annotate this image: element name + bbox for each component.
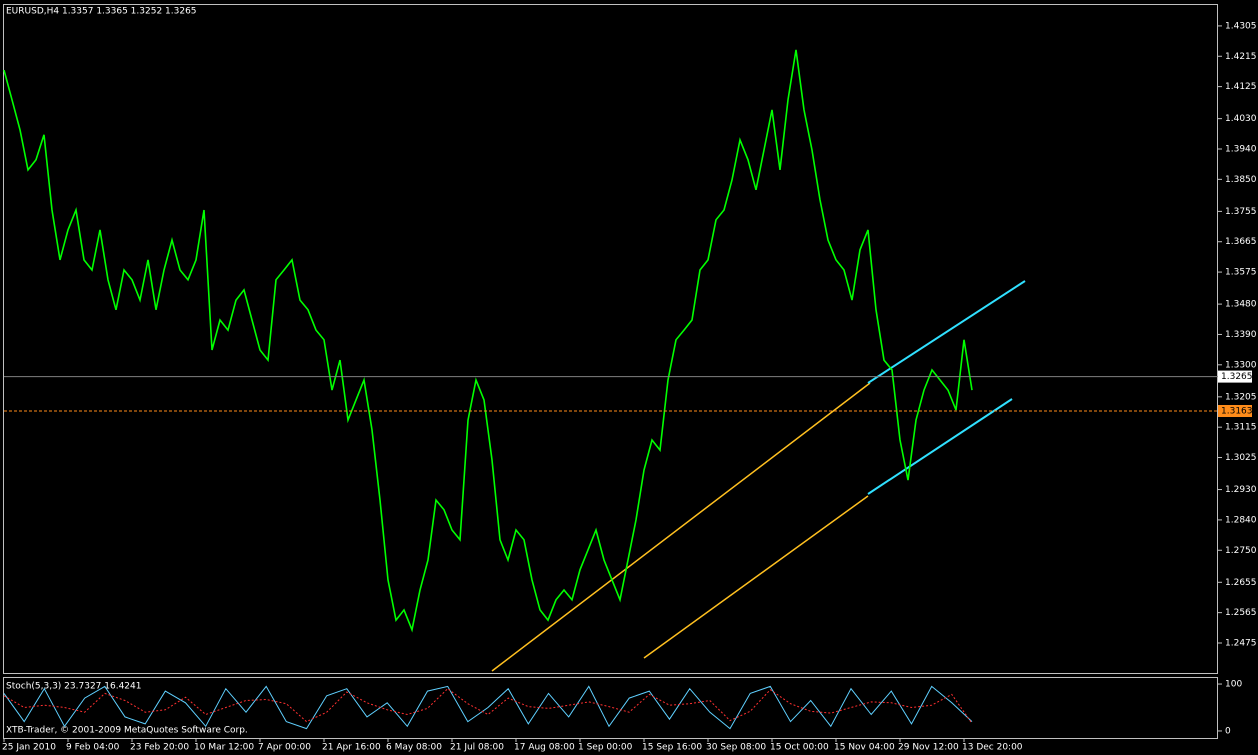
- y-tick-label: 1.2930: [1225, 485, 1257, 495]
- y-tick-label: 1.2750: [1225, 546, 1257, 556]
- y-tick-label: 1.3940: [1225, 144, 1257, 154]
- series-line: [3, 688, 973, 724]
- chart-title: EURUSD,H4 1.3357 1.3365 1.3252 1.3265: [6, 7, 197, 17]
- price-label-box: [1218, 370, 1252, 383]
- x-tick-label: 21 Jul 08:00: [450, 743, 504, 753]
- x-tick-label: 6 May 08:00: [386, 743, 442, 753]
- y-tick-label: 1.4030: [1225, 114, 1257, 124]
- x-tick-label: 1 Sep 00:00: [578, 743, 633, 753]
- x-tick-label: 23 Feb 20:00: [130, 743, 189, 753]
- y-tick-label: 1.3205: [1225, 392, 1257, 402]
- footer: XTB-Trader, © 2001-2009 MetaQuotes Softw…: [6, 726, 248, 736]
- x-tick-label: 13 Dec 20:00: [962, 743, 1023, 753]
- y-tick-label: 1.2655: [1225, 578, 1257, 588]
- stoch-title: Stoch(5,3,3) 23.7327 16.4241: [6, 682, 141, 692]
- x-tick-label: 25 Jan 2010: [2, 743, 56, 753]
- y-tick-label: 1.3390: [1225, 330, 1257, 340]
- x-tick-label: 21 Apr 16:00: [322, 743, 381, 753]
- price-frame: [3, 4, 1218, 674]
- x-tick-label: 15 Nov 04:00: [834, 743, 895, 753]
- x-tick-label: 10 Mar 12:00: [194, 743, 254, 753]
- y-tick-label: 1.4305: [1225, 21, 1257, 31]
- series-line: [3, 685, 973, 730]
- y-tick-label: 1.4125: [1225, 82, 1257, 92]
- series-line: [3, 49, 973, 633]
- price-label: 1.3265: [1221, 372, 1253, 382]
- x-tick-label: 29 Nov 12:00: [898, 743, 959, 753]
- x-tick-label: 9 Feb 04:00: [66, 743, 120, 753]
- y-tick-label: 100: [1225, 680, 1242, 690]
- y-tick-label: 1.2565: [1225, 608, 1257, 618]
- stoch-frame: [3, 677, 1218, 739]
- x-tick-label: 30 Sep 08:00: [706, 743, 766, 753]
- channel-line: [867, 280, 1026, 384]
- y-tick-label: 1.3300: [1225, 360, 1257, 370]
- y-tick-label: 1.2475: [1225, 638, 1257, 648]
- trendline: [643, 495, 869, 659]
- x-tick-label: 17 Aug 08:00: [514, 743, 575, 753]
- y-tick-label: 1.3850: [1225, 175, 1257, 185]
- x-tick-label: 15 Sep 16:00: [642, 743, 702, 753]
- channel-line: [867, 398, 1013, 495]
- y-tick-label: 1.3480: [1225, 300, 1257, 310]
- x-tick-label: 15 Oct 00:00: [770, 743, 829, 753]
- y-tick-label: 1.3575: [1225, 268, 1257, 278]
- y-tick-label: 1.3025: [1225, 453, 1257, 463]
- price-label-box: [1218, 404, 1252, 417]
- y-tick-label: 1.4215: [1225, 52, 1257, 62]
- trendline: [491, 382, 871, 672]
- y-tick-label: 1.3665: [1225, 237, 1257, 247]
- y-tick-label: 1.3755: [1225, 207, 1257, 217]
- x-tick-label: 7 Apr 00:00: [258, 743, 311, 753]
- price-label: 1.3163: [1221, 406, 1253, 416]
- y-tick-label: 1.2840: [1225, 515, 1257, 525]
- y-tick-label: 1.3115: [1225, 423, 1257, 433]
- y-tick-label: 0: [1225, 726, 1231, 736]
